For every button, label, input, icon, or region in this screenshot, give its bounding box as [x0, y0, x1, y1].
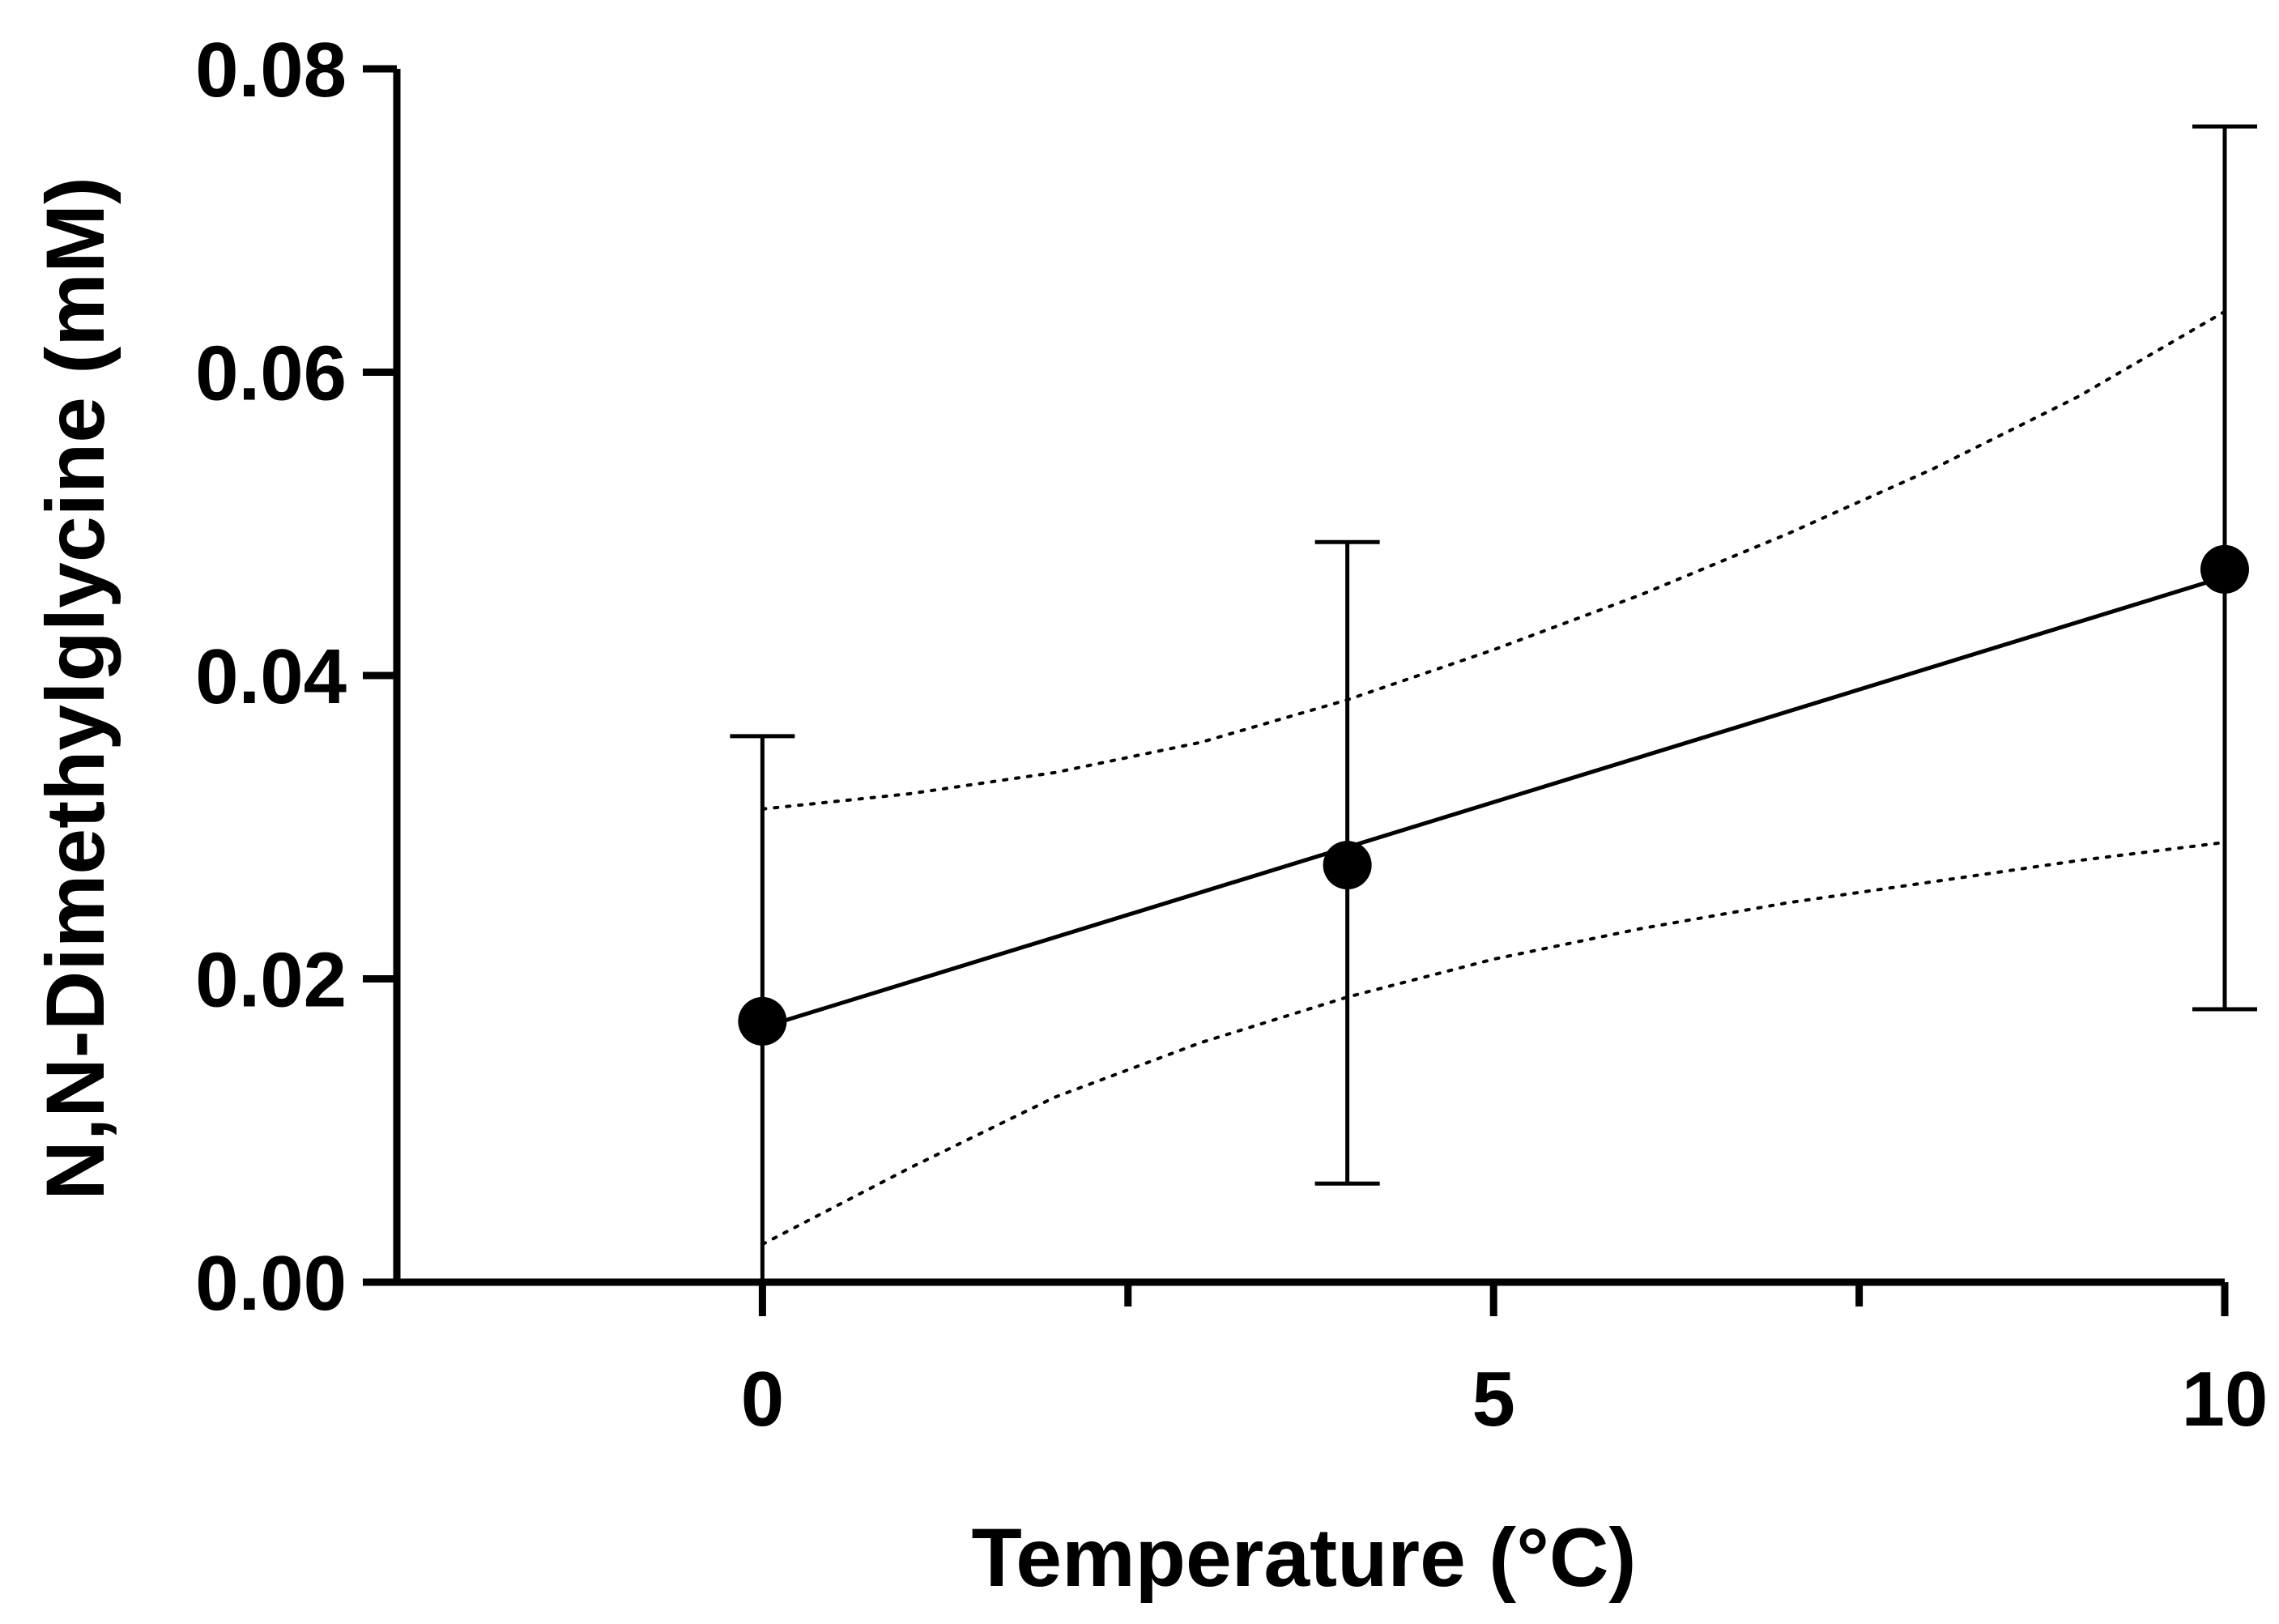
x-tick-label: 0 — [741, 1356, 784, 1443]
data-point — [1323, 841, 1372, 890]
plot-area — [730, 124, 2257, 1285]
data-point — [2200, 544, 2249, 594]
axes: 0.00 0.02 0.04 0.06 0.08 0 5 10 — [195, 27, 2268, 1443]
y-tick-label: 0.04 — [195, 633, 347, 720]
data-point — [738, 996, 787, 1046]
y-tick-label: 0.06 — [195, 330, 347, 417]
confidence-band-upper — [760, 309, 2226, 811]
confidence-band-lower — [760, 841, 2226, 1247]
y-tick-label: 0.02 — [195, 937, 347, 1024]
y-tick-label: 0.08 — [195, 27, 347, 113]
regression-line — [761, 574, 2226, 1029]
x-tick-label: 5 — [1472, 1356, 1515, 1443]
x-axis-title: Temperature (°C) — [971, 1511, 1636, 1604]
y-axis-title: N,N-Dimethylglycine (mM) — [29, 177, 121, 1200]
x-tick-label: 10 — [2182, 1356, 2268, 1443]
y-tick-label: 0.00 — [195, 1240, 347, 1327]
